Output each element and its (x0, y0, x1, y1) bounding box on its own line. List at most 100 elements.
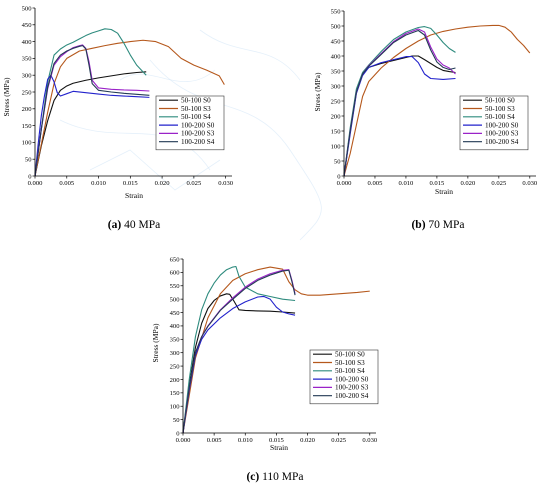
y-tick-label: 550 (331, 8, 342, 15)
y-axis-title: Stress (MPa) (313, 72, 322, 111)
x-tick-label: 0.015 (269, 437, 285, 444)
y-tick-label: 250 (170, 363, 181, 370)
y-tick-label: 250 (22, 89, 33, 96)
legend-label: 50-100 S3 (485, 105, 515, 113)
series-line (182, 293, 296, 434)
legend-label: 100-200 S4 (335, 392, 369, 400)
legend-label: 100-200 S3 (485, 130, 519, 138)
x-tick-label: 0.025 (491, 180, 507, 187)
y-tick-label: 400 (170, 323, 181, 330)
legend-box (459, 95, 529, 151)
caption-c-rest: 110 MPa (259, 471, 303, 483)
legend-label: 50-100 S0 (485, 97, 515, 105)
legend-box (155, 95, 225, 151)
x-tick-label: 0.005 (368, 180, 384, 187)
x-tick-label: 0.010 (91, 180, 107, 187)
x-tick-label: 0.025 (186, 180, 202, 187)
y-tick-label: 550 (170, 283, 181, 290)
series-line (182, 295, 296, 434)
caption-c: (c) 110 MPa (246, 471, 303, 483)
legend-label: 100-200 S4 (181, 138, 215, 146)
series-line (343, 29, 456, 177)
x-tick-label: 0.005 (207, 437, 223, 444)
y-tick-label: 50 (173, 417, 180, 424)
y-tick-label: 350 (170, 337, 181, 344)
x-axis-title-text: Strain (435, 187, 453, 196)
series-line (34, 74, 150, 177)
x-tick-label: 0.015 (123, 180, 139, 187)
x-tick-label: 0.025 (331, 437, 347, 444)
x-tick-label: 0.030 (218, 180, 234, 187)
series-line (343, 24, 531, 177)
legend-label: 100-200 S0 (335, 375, 369, 383)
y-tick-label: 500 (170, 296, 181, 303)
y-tick-label: 300 (170, 350, 181, 357)
caption-a-rest: 40 MPa (121, 219, 160, 231)
series-lines (182, 265, 370, 434)
y-tick-label: 350 (331, 68, 342, 75)
x-tick-label: 0.010 (238, 437, 254, 444)
y-tick-label: 0 (337, 173, 341, 180)
x-tick-label: 0.020 (300, 437, 316, 444)
legend-label: 50-100 S0 (181, 97, 211, 105)
x-tick-label: 0.000 (176, 437, 192, 444)
caption-a: (a) 40 MPa (108, 219, 160, 231)
y-axis-title-text: Stress (MPa) (313, 72, 322, 111)
x-tick-label: 0.010 (399, 180, 415, 187)
legend-label: 50-100 S4 (181, 113, 211, 121)
legend-label: 50-100 S0 (335, 351, 365, 359)
y-tick-label: 200 (331, 113, 342, 120)
caption-a-letter: (a) (108, 219, 122, 231)
y-tick-label: 0 (28, 173, 32, 180)
chart-110mpa: Stress (MPa) 0.000 0.005 0.010 0.015 0.020 0.… (151, 256, 379, 483)
series-line (34, 28, 147, 177)
y-tick-label: 50 (334, 158, 341, 165)
y-tick-label: 450 (331, 38, 342, 45)
y-tick-label: 250 (331, 98, 342, 105)
y-tick-label: 200 (170, 377, 181, 384)
y-axis-title: Stress (MPa) (151, 323, 160, 362)
axes-and-ticks: 0.000 0.005 0.010 0.015 0.020 0.025 0.030 0 50 10… (331, 8, 538, 187)
y-tick-label: 500 (22, 5, 33, 12)
legend-label: 50-100 S3 (335, 359, 365, 367)
x-axis-title-text: Strain (125, 191, 143, 200)
y-tick-label: 200 (22, 106, 33, 113)
x-tick-label: 0.015 (429, 180, 445, 187)
y-tick-label: 600 (170, 270, 181, 277)
y-axis-title: Stress (MPa) (2, 77, 11, 116)
background-sketch (59, 29, 322, 241)
y-tick-label: 650 (170, 256, 181, 263)
series-line (182, 266, 370, 434)
legend-label: 50-100 S4 (335, 367, 365, 375)
series-line (182, 269, 296, 434)
y-tick-label: 100 (331, 143, 342, 150)
axes-and-ticks: 0.000 0.005 0.010 0.015 0.020 0.025 0.030 0 50 10… (170, 256, 378, 444)
legend-label: 100-200 S0 (485, 121, 519, 129)
y-tick-label: 150 (22, 123, 33, 130)
y-tick-label: 450 (170, 310, 181, 317)
y-tick-label: 450 (22, 22, 33, 29)
x-tick-label: 0.020 (155, 180, 171, 187)
x-tick-label: 0.020 (460, 180, 476, 187)
legend-label: 100-200 S3 (335, 384, 369, 392)
series-line (343, 56, 456, 177)
series-lines (34, 28, 225, 177)
y-axis-title-text: Stress (MPa) (2, 77, 11, 116)
series-lines (343, 24, 531, 177)
y-tick-label: 300 (22, 73, 33, 80)
y-tick-label: 300 (331, 83, 342, 90)
x-tick-label: 0.005 (59, 180, 75, 187)
caption-b: (b) 70 MPa (411, 219, 464, 231)
y-axis-title-text: Stress (MPa) (151, 323, 160, 362)
series-line (343, 26, 456, 177)
legend-label: 50-100 S4 (485, 113, 515, 121)
y-tick-label: 150 (331, 128, 342, 135)
x-tick-label: 0.000 (337, 180, 353, 187)
x-tick-label: 0.030 (522, 180, 538, 187)
axes-and-ticks: 0.000 0.005 0.010 0.015 0.020 0.025 0.030 0 50 10… (22, 5, 234, 187)
chart-70mpa: Stress (MPa) 0.000 0.005 0.010 0.015 0.020 0.… (313, 8, 538, 231)
series-line (34, 45, 150, 177)
